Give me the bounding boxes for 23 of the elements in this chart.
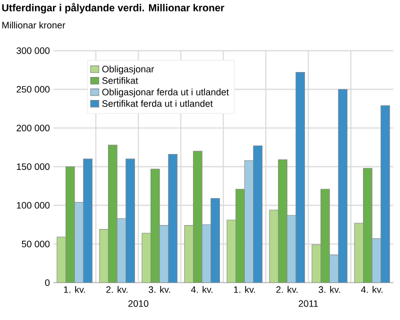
- x-tick-label: 1. kv.: [64, 286, 85, 293]
- chart-title: Utferdingar i pålydande verdi. Millionar kroner: [2, 2, 224, 14]
- legend-label: Sertifikat ferda ut i utlandet: [102, 100, 213, 107]
- x-tick-label: 4. kv.: [191, 286, 212, 293]
- text: 2011: [298, 300, 318, 307]
- y-tick-label: 200 000: [16, 124, 50, 132]
- y-tick-label: 300 000: [16, 47, 50, 54]
- x-tick-label: 4. kv.: [361, 286, 382, 293]
- y-axis-title: Millionar kroner: [2, 22, 66, 28]
- y-tick-label: 100 000: [16, 202, 50, 209]
- y-tick-label: 250 000: [16, 86, 50, 93]
- x-tick-label: 3. kv.: [148, 286, 170, 293]
- x-tick-label: 1. kv.: [234, 286, 255, 293]
- x-tick-label: 3. kv.: [318, 286, 340, 293]
- legend-label: Obligasjonar ferda ut i utlandet: [102, 88, 229, 98]
- x-tick-label: 2. kv.: [106, 286, 128, 293]
- y-tick-label: 0: [45, 279, 50, 286]
- y-tick-label: 150 000: [16, 163, 50, 170]
- y-tick-label: 50 000: [22, 240, 50, 248]
- text: 2010: [128, 300, 148, 307]
- legend-label: Obligasjonar: [102, 66, 154, 74]
- legend-label: Sertifikat: [102, 77, 138, 84]
- x-tick-label: 2. kv.: [276, 286, 298, 293]
